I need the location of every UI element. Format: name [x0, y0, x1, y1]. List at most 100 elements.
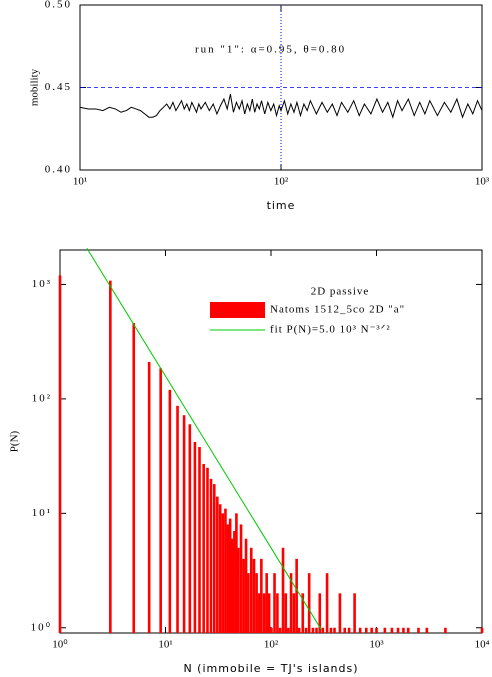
bar — [198, 446, 201, 633]
bar — [270, 627, 273, 633]
bar — [202, 463, 205, 633]
bar — [311, 627, 315, 633]
legend-title: 2D passive — [311, 286, 370, 298]
bar — [168, 389, 172, 633]
legend-swatch — [210, 302, 265, 318]
bar — [237, 547, 240, 633]
x-tick-label: 10² — [274, 176, 289, 188]
bar — [273, 573, 276, 633]
bar — [304, 627, 308, 633]
y-tick-label: 10¹ — [32, 507, 52, 519]
bar — [396, 627, 400, 633]
bar — [318, 593, 322, 633]
bar — [239, 524, 243, 633]
bar — [480, 627, 484, 633]
bar — [402, 627, 405, 633]
bar — [353, 593, 356, 633]
bar — [370, 627, 373, 633]
bar — [329, 627, 333, 633]
bar — [206, 467, 209, 633]
bar — [284, 593, 288, 633]
bar — [193, 442, 197, 633]
bar — [375, 627, 378, 633]
y-tick-label: 10⁰ — [31, 621, 52, 633]
x-tick-label: 10³ — [369, 639, 384, 651]
x-axis-label: time — [267, 199, 296, 212]
bar — [231, 538, 234, 633]
bar — [182, 415, 186, 633]
bar — [390, 627, 394, 633]
bar — [292, 593, 296, 633]
bar — [347, 627, 351, 633]
bar — [224, 508, 227, 633]
bar — [252, 558, 256, 633]
bar — [315, 627, 318, 633]
bar — [109, 280, 112, 633]
bar — [159, 368, 162, 633]
bar — [176, 405, 179, 633]
bar — [209, 478, 213, 633]
y-tick-label: 0.50 — [45, 0, 72, 11]
bar — [301, 593, 305, 633]
bar — [281, 547, 285, 633]
bar — [242, 558, 245, 633]
bar — [235, 513, 238, 633]
bar — [267, 593, 271, 633]
x-axis-label: N (immobile = TJ's islands) — [183, 662, 358, 675]
bar — [58, 275, 62, 633]
bar — [406, 627, 410, 633]
bar — [265, 573, 268, 633]
bar — [233, 531, 236, 633]
bar — [221, 513, 225, 633]
data-line — [79, 93, 483, 119]
bar — [321, 627, 325, 633]
bar — [216, 496, 219, 633]
y-tick-label: 10² — [32, 392, 52, 404]
x-tick-label: 10² — [264, 639, 279, 651]
bar — [212, 484, 216, 633]
bar — [226, 524, 230, 633]
legend-label: fit P(N)=5.0 10³ N⁻³ᐟ² — [270, 324, 391, 336]
bar — [147, 362, 151, 633]
bar — [333, 627, 336, 633]
bar — [364, 627, 368, 633]
x-tick-label: 10⁰ — [52, 639, 68, 651]
bar — [132, 323, 136, 633]
bar — [338, 593, 342, 633]
y-tick-label: 10³ — [32, 278, 52, 290]
bar — [228, 518, 232, 633]
bar — [295, 558, 298, 633]
bar — [244, 538, 248, 633]
bar — [255, 573, 258, 633]
bar — [257, 593, 261, 633]
x-tick-label: 10⁴ — [475, 639, 490, 651]
bar — [289, 573, 293, 633]
bar — [358, 627, 362, 633]
bar — [247, 573, 250, 633]
x-tick-label: 10³ — [475, 176, 490, 188]
bar — [444, 627, 447, 633]
bar — [249, 547, 253, 633]
y-axis-label: P(N) — [9, 430, 21, 452]
x-tick-label: 10¹ — [73, 176, 87, 188]
y-axis-label: mobility — [29, 68, 41, 106]
bar — [417, 627, 420, 633]
bar — [425, 627, 429, 633]
data-line — [86, 248, 322, 630]
y-tick-label: 0.40 — [45, 164, 72, 176]
bar — [343, 627, 347, 633]
bar — [287, 627, 290, 633]
bar — [188, 424, 192, 633]
y-tick-label: 0.45 — [45, 81, 72, 93]
bar — [218, 504, 222, 633]
bar — [276, 593, 279, 633]
annotation: run "1": α=0.95, θ=0.80 — [195, 44, 346, 56]
bar — [307, 573, 311, 633]
x-tick-label: 10¹ — [158, 639, 172, 651]
bar — [260, 558, 263, 633]
bar — [325, 573, 329, 633]
bar — [262, 593, 266, 633]
bar — [278, 627, 282, 633]
bar — [383, 627, 387, 633]
